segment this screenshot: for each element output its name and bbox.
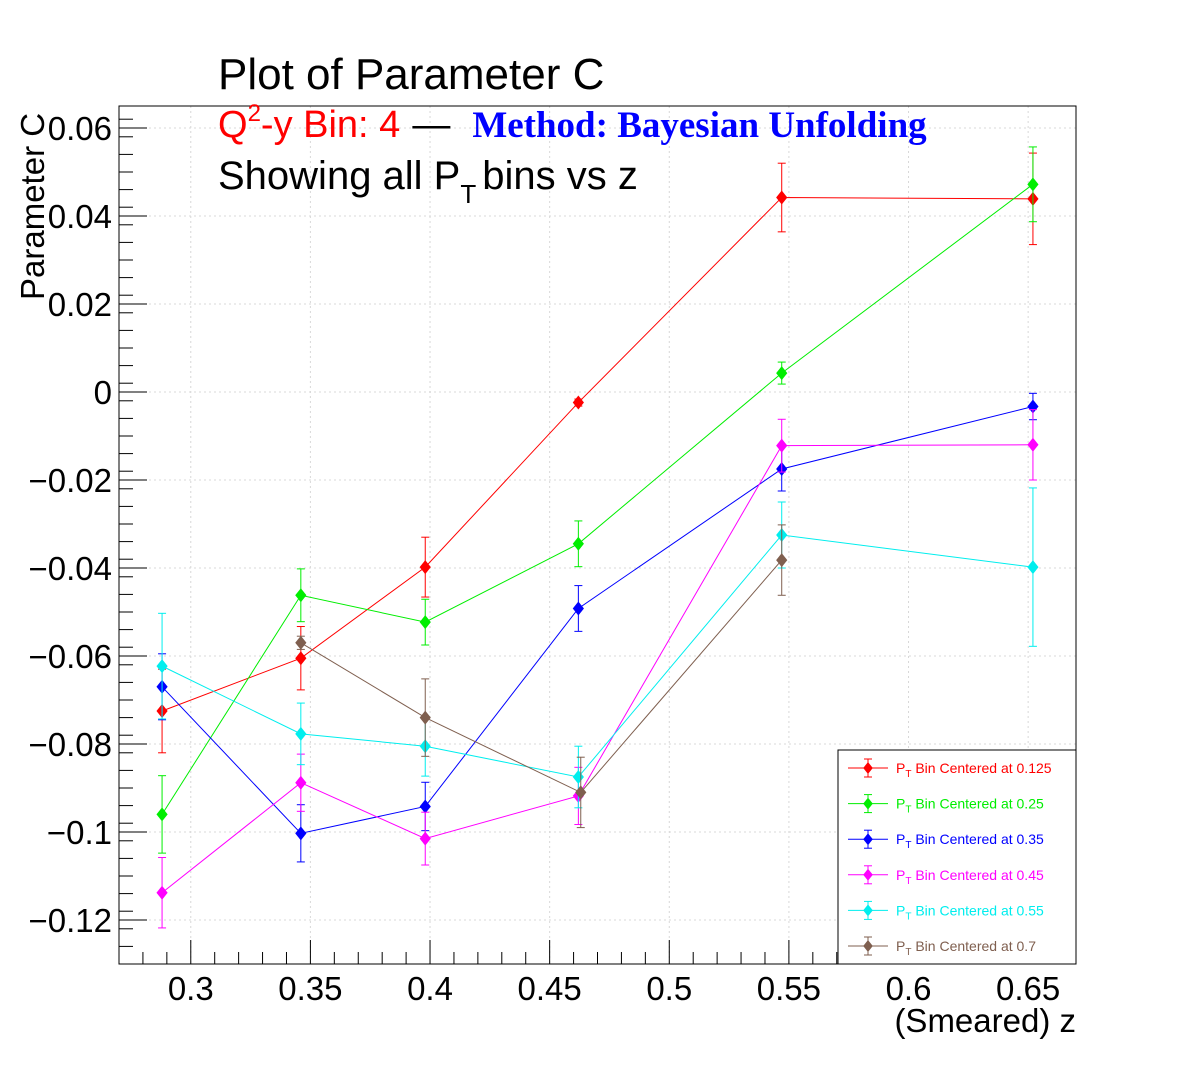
- series-line: [161, 534, 1033, 778]
- tick-labels: 0.3 0.35 0.4 0.45 0.5 0.55 0.6 0.65 0.06 0.04 0.02…: [29, 110, 1061, 1007]
- data-point-marker: [419, 560, 431, 575]
- series-group: [295, 524, 788, 829]
- data-point-marker: [295, 726, 307, 741]
- y-tick-label: 0.06: [48, 110, 112, 147]
- series-group: [156, 146, 1039, 854]
- series-line: [161, 197, 1033, 712]
- legend-entry: PT Bin Centered at 0.7: [848, 936, 1036, 958]
- showing-prefix: Showing all P: [218, 154, 461, 198]
- data-point-marker: [1027, 177, 1039, 192]
- legend-entry: PT Bin Centered at 0.125: [848, 758, 1052, 780]
- data-point-marker: [156, 807, 168, 822]
- x-tick-label: 0.55: [757, 970, 821, 1007]
- chart-subtitle-bin: Q2-y Bin: 4 — Method: Bayesian Unfolding: [218, 100, 927, 147]
- y-tick-label: 0: [94, 374, 112, 411]
- legend-marker: [863, 868, 873, 881]
- data-point-marker: [295, 775, 307, 790]
- series-group: [156, 152, 1039, 754]
- legend-label: PT Bin Centered at 0.7: [896, 938, 1036, 958]
- data-point-marker: [776, 553, 788, 568]
- y-tick-label: −0.02: [29, 462, 113, 499]
- x-tick-label: 0.45: [518, 970, 582, 1007]
- y-tick-label: −0.12: [29, 902, 113, 939]
- data-point-marker: [572, 395, 584, 410]
- legend: PT Bin Centered at 0.125 PT Bin Centered …: [837, 749, 1077, 965]
- data-series: [156, 146, 1039, 929]
- legend-marker: [863, 797, 873, 810]
- x-tick-label: 0.3: [168, 970, 214, 1007]
- data-point-marker: [776, 366, 788, 381]
- data-point-marker: [419, 710, 431, 725]
- q2-prefix: Q: [218, 104, 248, 146]
- data-point-marker: [419, 799, 431, 814]
- x-tick-label: 0.6: [886, 970, 932, 1007]
- chart-title: Plot of Parameter C: [218, 50, 605, 99]
- legend-label: PT Bin Centered at 0.25: [896, 796, 1044, 816]
- legend-label: PT Bin Centered at 0.35: [896, 831, 1044, 851]
- series-line: [161, 444, 1033, 894]
- x-tick-label: 0.35: [278, 970, 342, 1007]
- showing-subscript: T: [460, 179, 477, 209]
- series-line: [300, 559, 783, 794]
- data-point-marker: [776, 190, 788, 205]
- data-point-marker: [572, 601, 584, 616]
- y-axis-label: Parameter C: [14, 112, 51, 300]
- legend-entry: PT Bin Centered at 0.35: [848, 829, 1044, 851]
- x-tick-label: 0.5: [646, 970, 692, 1007]
- data-point-marker: [156, 885, 168, 900]
- legend-box: [837, 749, 1077, 965]
- data-point-marker: [156, 659, 168, 674]
- data-point-marker: [572, 536, 584, 551]
- legend-label: PT Bin Centered at 0.45: [896, 867, 1044, 887]
- x-axis-label: (Smeared) z: [894, 1002, 1076, 1039]
- y-tick-label: 0.02: [48, 286, 112, 323]
- data-point-marker: [572, 770, 584, 784]
- legend-entry: PT Bin Centered at 0.45: [848, 865, 1044, 887]
- y-tick-label: −0.08: [29, 726, 113, 763]
- q2-suffix: -y Bin: 4: [260, 104, 401, 146]
- data-point-marker: [575, 785, 587, 800]
- q2-superscript: 2: [247, 100, 261, 127]
- legend-label: PT Bin Centered at 0.125: [896, 760, 1052, 780]
- chart-subtitle-showing: Showing all PT bins vs z: [218, 154, 638, 209]
- title-separator: —: [412, 104, 451, 146]
- series-line: [161, 183, 1034, 815]
- legend-marker: [863, 833, 873, 846]
- data-point-marker: [419, 615, 431, 630]
- data-point-marker: [1027, 437, 1039, 452]
- data-point-marker: [295, 826, 307, 841]
- y-tick-label: 0.04: [48, 198, 112, 235]
- x-tick-label: 0.4: [407, 970, 453, 1007]
- showing-suffix: bins vs z: [482, 154, 638, 198]
- legend-marker: [863, 940, 873, 952]
- data-point-marker: [419, 831, 431, 846]
- legend-entry: PT Bin Centered at 0.25: [848, 794, 1044, 816]
- data-point-marker: [776, 438, 788, 453]
- y-tick-label: −0.1: [47, 814, 112, 851]
- y-tick-label: −0.04: [29, 550, 113, 587]
- legend-entry: PT Bin Centered at 0.55: [848, 900, 1044, 922]
- legend-marker: [863, 762, 873, 774]
- y-tick-label: −0.06: [29, 638, 113, 675]
- data-point-marker: [295, 588, 307, 603]
- data-point-marker: [1027, 560, 1039, 575]
- x-tick-label: 0.65: [996, 970, 1060, 1007]
- series-line: [161, 406, 1034, 834]
- axis-ticks: [118, 118, 1077, 965]
- legend-label: PT Bin Centered at 0.55: [896, 902, 1044, 922]
- data-point-marker: [295, 635, 307, 650]
- legend-marker: [863, 904, 873, 917]
- data-point-marker: [295, 651, 307, 666]
- method-label: Method: Bayesian Unfolding: [472, 105, 927, 146]
